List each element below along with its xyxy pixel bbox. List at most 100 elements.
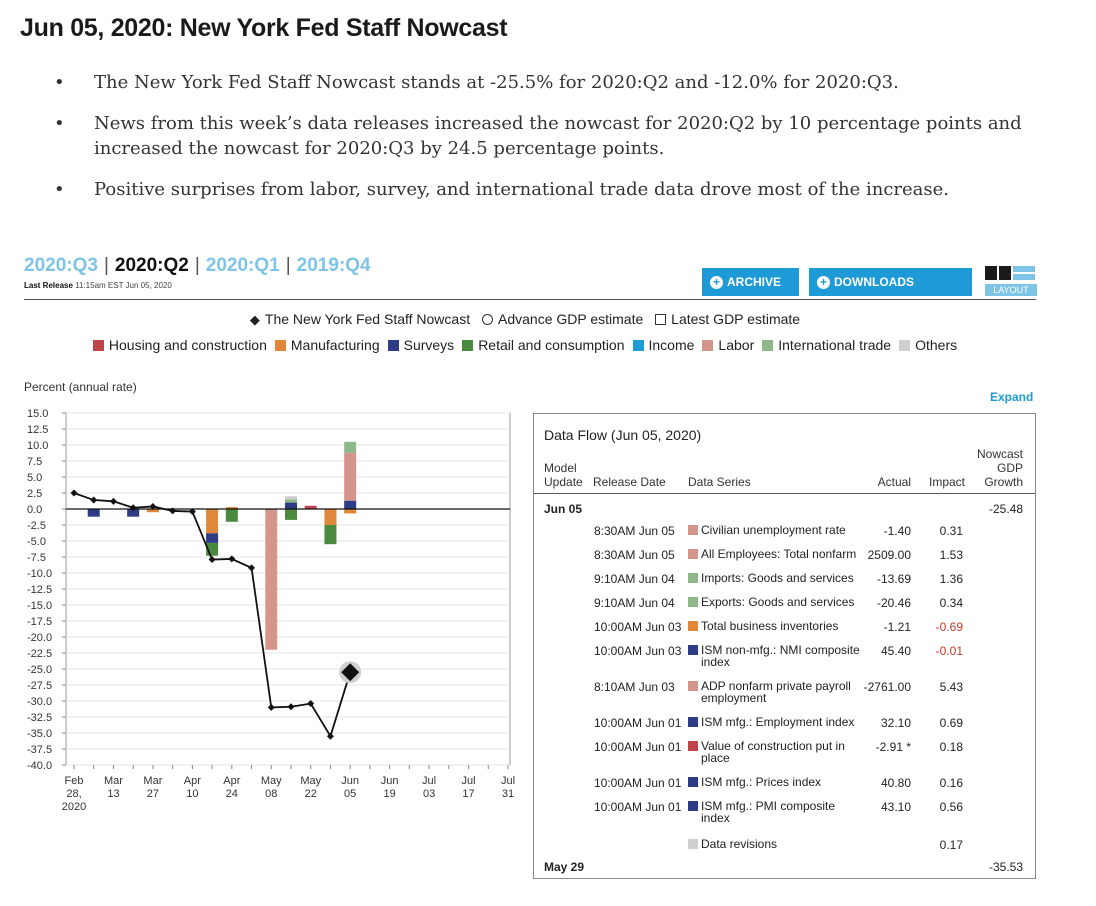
nowcast-chart: -40.0 -37.5 -35.0 -32.5 -30.0 -27.5 -25.0 -22.5… [27, 408, 515, 813]
last-release: Last Release 11:15am EST Jun 05, 2020 [24, 281, 172, 290]
data-flow-row: Data revisions 0.17 [534, 838, 1035, 868]
page-title: Jun 05, 2020: New York Fed Staff Nowcast [20, 14, 508, 42]
header-nowcast: Nowcast [976, 447, 1023, 461]
y-tick-label: -25.0 [27, 664, 52, 676]
diamond-icon: ◆ [249, 312, 260, 327]
nowcast-point [70, 489, 78, 497]
bullet-dot: • [54, 72, 65, 93]
circle-icon [482, 314, 493, 325]
header-growth: Growth [984, 475, 1023, 489]
legend-category: Manufacturing [274, 337, 380, 353]
quarter-tabs: 2020:Q3 | 2020:Q2 | 2020:Q1 | 2019:Q4 [24, 255, 371, 277]
row-category-swatch [688, 645, 698, 655]
last-release-value: 11:15am EST Jun 05, 2020 [75, 281, 172, 290]
nowcast-point [129, 504, 137, 512]
y-tick-label: -22.5 [27, 648, 52, 660]
tab-2020-q3[interactable]: 2020:Q3 [24, 255, 98, 276]
toolbar-divider [24, 299, 1036, 300]
legend-label: Labor [718, 337, 755, 353]
x-tick-label: Mar [143, 775, 162, 787]
row-impact: 0.31 [939, 524, 963, 538]
x-tick-label: 22 [305, 788, 317, 800]
legend-category: Surveys [387, 337, 455, 353]
prev-section-label: May 29 [544, 860, 585, 874]
legend-label: Latest GDP estimate [671, 311, 801, 327]
layout-grid-icon [999, 266, 1011, 280]
row-category-swatch [688, 681, 698, 691]
legend-swatch [702, 340, 714, 351]
x-tick-label: May [300, 775, 321, 787]
legend-label: The New York Fed Staff Nowcast [264, 311, 471, 327]
bar-segment [206, 533, 219, 543]
row-actual: -1.40 [883, 524, 911, 538]
legend-label: Income [648, 337, 695, 353]
y-tick-label: 12.5 [27, 424, 48, 436]
y-tick-label: -35.0 [27, 728, 52, 740]
row-actual: -20.46 [876, 596, 911, 610]
data-flow-row: 10:00AM Jun 01 ISM mfg.: Prices index 40.8… [534, 776, 1035, 806]
bar-segment [344, 500, 357, 509]
x-tick-label: 17 [462, 788, 474, 800]
x-tick-label: 05 [344, 788, 356, 800]
row-release-date: 10:00AM Jun 03 [594, 644, 682, 658]
legend-category: Labor [702, 337, 754, 353]
row-data-series: Value of construction put in place [688, 739, 861, 765]
x-tick-label: Mar [104, 775, 123, 787]
legend-label: Manufacturing [290, 337, 380, 353]
y-tick-label: -7.5 [27, 552, 46, 564]
archive-label: ARCHIVE [727, 275, 782, 289]
legend-category: International trade [762, 337, 891, 353]
bar-segment [87, 509, 100, 517]
downloads-label: DOWNLOADS [834, 275, 914, 289]
bar-segment [285, 502, 297, 509]
nowcast-point [287, 703, 295, 711]
header-data-series: Data Series [688, 475, 751, 489]
row-series-label: Value of construction put in place [701, 739, 845, 765]
y-tick-label: 15.0 [27, 408, 48, 420]
tab-2020-q2[interactable]: 2020:Q2 [114, 255, 189, 276]
expand-link[interactable]: Expand [990, 390, 1034, 404]
nowcast-point [208, 556, 216, 564]
data-flow-row: 8:30AM Jun 05 All Employees: Total nonfar… [534, 548, 1035, 578]
row-data-series: Civilian unemployment rate [688, 524, 861, 536]
tab-separator: | [103, 255, 109, 276]
square-icon [655, 314, 667, 325]
legend-label: Surveys [403, 337, 455, 353]
y-tick-label: -37.5 [27, 744, 52, 756]
row-release-date: 10:00AM Jun 01 [594, 740, 682, 754]
layout-grid-icon [985, 266, 997, 280]
plus-icon: + [817, 275, 830, 289]
row-category-swatch [688, 777, 698, 787]
bar-segment [225, 509, 238, 522]
archive-button[interactable]: + ARCHIVE [702, 268, 799, 296]
x-tick-label: Jul [462, 775, 476, 787]
legend-swatch [632, 340, 644, 351]
category-legend: Housing and construction Manufacturing Sur… [0, 337, 1050, 353]
y-tick-label: -2.5 [27, 520, 46, 532]
nowcast-point [90, 496, 98, 504]
tab-separator: | [285, 255, 291, 276]
x-tick-label: Apr [223, 775, 240, 787]
nowcast-point [228, 555, 236, 563]
row-category-swatch [688, 525, 698, 535]
data-flow-row: 8:30AM Jun 05 Civilian unemployment rate -… [534, 524, 1035, 554]
legend-swatch [274, 340, 286, 351]
header-impact: Impact [928, 475, 965, 489]
bullet-dot: • [54, 179, 65, 200]
tab-2020-q1[interactable]: 2020:Q1 [205, 255, 280, 276]
row-series-label: ISM mfg.: PMI composite index [701, 799, 836, 825]
y-tick-label: -5.0 [27, 536, 46, 548]
tab-2019-q4[interactable]: 2019:Q4 [296, 255, 371, 276]
data-flow-panel: Data Flow (Jun 05, 2020) Model Update Re… [533, 413, 1036, 879]
row-release-date: 10:00AM Jun 01 [594, 716, 682, 730]
downloads-button[interactable]: + DOWNLOADS [809, 268, 972, 296]
x-tick-label: 28, [66, 788, 81, 800]
row-release-date: 9:10AM Jun 04 [594, 572, 675, 586]
row-impact: 0.56 [939, 800, 963, 814]
layout-label: LAYOUT [985, 284, 1037, 296]
row-category-swatch [688, 801, 698, 811]
row-series-label: ISM mfg.: Employment index [701, 715, 855, 729]
row-data-series: Exports: Goods and services [688, 596, 861, 608]
bar-segment [344, 452, 357, 501]
layout-button[interactable]: LAYOUT [985, 266, 1037, 298]
